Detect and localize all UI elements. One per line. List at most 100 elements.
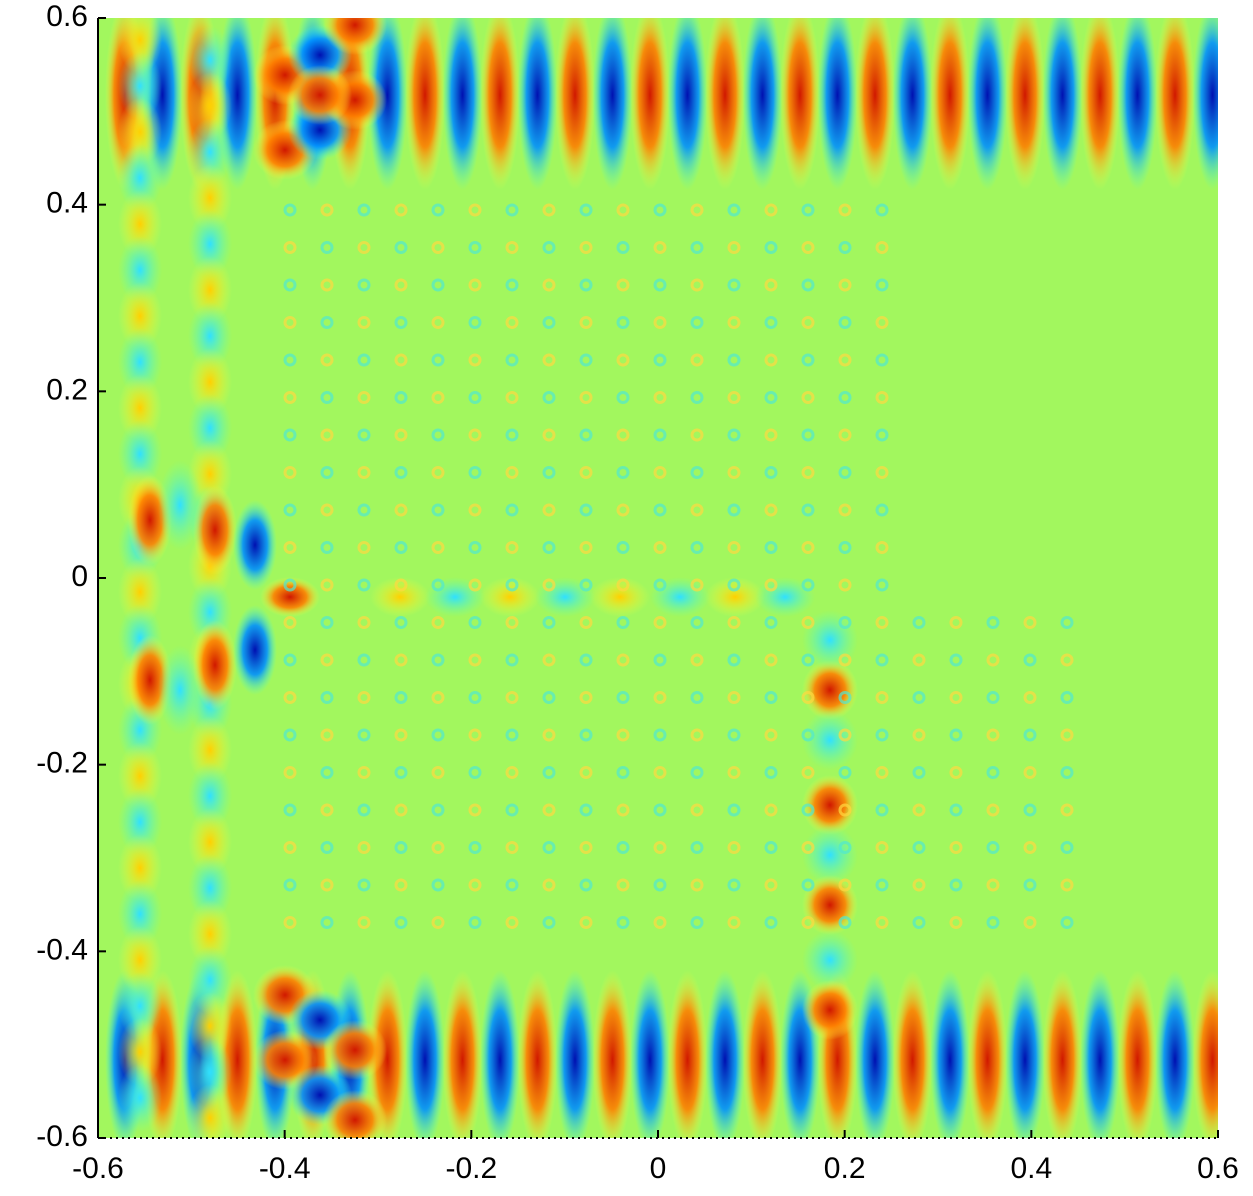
field-ripple — [875, 203, 889, 217]
field-ripple — [542, 766, 556, 779]
field-ripple — [616, 391, 630, 404]
field-ripple — [838, 466, 852, 479]
field-blob — [667, 18, 708, 190]
field-blob — [590, 577, 650, 617]
field-ripple — [764, 353, 778, 367]
field-ripple — [616, 466, 630, 479]
field-ripple — [394, 803, 408, 817]
field-ripple — [653, 653, 667, 667]
field-ripple — [505, 203, 519, 217]
field-ripple — [320, 841, 334, 854]
field-ripple — [912, 766, 926, 779]
field-ripple — [320, 803, 334, 817]
field-ripple — [875, 728, 889, 742]
field-ripple — [468, 503, 482, 517]
field-ripple — [505, 803, 519, 817]
x-tick-label: 0.2 — [824, 1152, 866, 1185]
field-ripple — [653, 241, 667, 254]
field-ripple — [838, 316, 852, 329]
field-blob — [1117, 18, 1158, 190]
field-ripple — [616, 916, 630, 929]
field-ripple — [764, 728, 778, 742]
y-tick-label: -0.4 — [36, 933, 88, 966]
field-ripple — [431, 766, 445, 779]
field-ripple — [801, 803, 815, 817]
field-ripple — [579, 653, 593, 667]
field-ripple — [986, 841, 1000, 854]
field-ripple — [542, 878, 556, 892]
field-ripple — [912, 691, 926, 704]
field-ripple — [542, 728, 556, 742]
field-ripple — [653, 691, 667, 704]
field-ripple — [579, 316, 593, 329]
field-ripple — [320, 766, 334, 779]
field-ripple — [394, 691, 408, 704]
field-ripple — [283, 653, 297, 667]
field-ripple — [875, 466, 889, 479]
field-ripple — [764, 691, 778, 704]
field-ripple — [1060, 916, 1074, 929]
field-ripple — [838, 503, 852, 517]
field-blob — [233, 605, 277, 695]
field-blob — [755, 577, 815, 617]
field-ripple — [542, 466, 556, 479]
field-blob — [892, 18, 933, 190]
field-ripple — [912, 916, 926, 929]
field-ripple — [542, 278, 556, 292]
field-ripple — [320, 428, 334, 442]
field-blob — [158, 645, 202, 735]
field-ripple — [653, 353, 667, 367]
field-ripple — [653, 766, 667, 779]
field-ripple — [1023, 803, 1037, 817]
field-ripple — [690, 916, 704, 929]
field-ripple — [801, 278, 815, 292]
field-ripple — [616, 278, 630, 292]
field-blob — [1192, 970, 1218, 1138]
field-ripple — [875, 616, 889, 629]
field-blob — [967, 18, 1008, 190]
field-ripple — [1060, 691, 1074, 704]
field-ripple — [394, 316, 408, 329]
field-ripple — [764, 803, 778, 817]
field-ripple — [394, 466, 408, 479]
field-ripple — [690, 428, 704, 442]
field-blob — [1155, 18, 1195, 190]
field-blob — [188, 1084, 232, 1138]
field-ripple — [431, 391, 445, 404]
field-ripple — [283, 578, 297, 592]
field-ripple — [653, 616, 667, 629]
field-blob — [323, 18, 387, 55]
field-ripple — [727, 316, 741, 329]
field-ripple — [357, 353, 371, 367]
field-ripple — [394, 391, 408, 404]
field-ripple — [468, 541, 482, 554]
field-ripple — [542, 841, 556, 854]
field-ripple — [690, 391, 704, 404]
field-ripple — [468, 466, 482, 479]
field-ripple — [875, 653, 889, 667]
field-blob — [367, 970, 408, 1138]
field-ripple — [505, 241, 519, 254]
field-ripple — [431, 428, 445, 442]
field-ripple — [949, 916, 963, 929]
field-ripple — [764, 878, 778, 892]
field-ripple — [505, 428, 519, 442]
field-blob — [555, 18, 595, 190]
field-blob — [480, 18, 520, 190]
field-ripple — [431, 541, 445, 554]
field-ripple — [357, 653, 371, 667]
field-ripple — [801, 578, 815, 592]
field-ripple — [283, 691, 297, 704]
field-ripple — [320, 541, 334, 554]
field-blob — [367, 18, 408, 190]
field-ripple — [690, 766, 704, 779]
field-ripple — [1023, 916, 1037, 929]
field-ripple — [394, 203, 408, 217]
field-ripple — [320, 353, 334, 367]
field-ripple — [579, 503, 593, 517]
field-ripple — [542, 203, 556, 217]
field-ripple — [912, 878, 926, 892]
field-ripple — [394, 278, 408, 292]
field-ripple — [505, 916, 519, 929]
